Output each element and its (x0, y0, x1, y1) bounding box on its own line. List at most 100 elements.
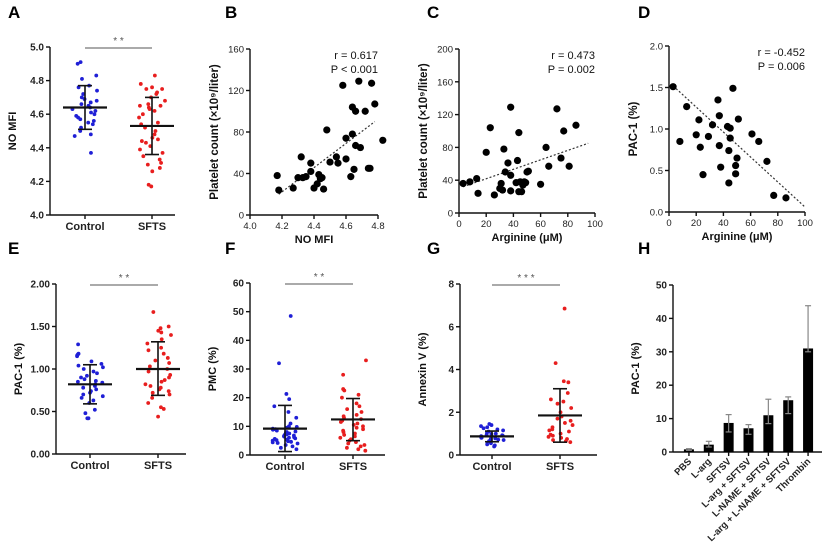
data-point (85, 373, 89, 378)
panel-label: A (8, 3, 20, 22)
data-point (99, 362, 104, 366)
data-point (151, 310, 156, 314)
data-point (88, 100, 93, 105)
y-tick-label: 8 (448, 280, 454, 291)
x-tick-label: 4.2 (275, 221, 288, 232)
data-point (563, 421, 567, 425)
significance-stars: * * * (517, 273, 534, 284)
data-point (489, 423, 494, 427)
y-tick-label: 0 (238, 451, 244, 462)
x-tick-label: 0 (666, 218, 671, 229)
data-point (163, 98, 167, 103)
data-point (482, 148, 490, 156)
data-point (81, 92, 86, 96)
data-point (342, 433, 347, 437)
data-point (293, 436, 298, 441)
data-point (782, 194, 790, 202)
data-point (568, 440, 573, 445)
data-point (138, 147, 142, 152)
y-tick-label: 1.50 (31, 322, 51, 333)
data-point (572, 121, 580, 129)
panel-label: B (225, 3, 237, 22)
data-point (289, 439, 293, 444)
y-tick-label: 160 (228, 45, 244, 56)
data-point (81, 367, 86, 371)
data-point (92, 112, 97, 117)
data-point (75, 354, 79, 359)
data-point (725, 179, 733, 187)
data-point (479, 424, 483, 429)
data-point (277, 361, 281, 366)
panel-g: G 0 2 4 6 8 Annexin V (%) Control SFTS * * * (417, 239, 597, 473)
panel-e: E 0.00 0.50 1.00 1.50 2.00 PAC-1 (%) Control SFT… (8, 239, 186, 472)
data-point (537, 180, 545, 188)
data-point (141, 154, 146, 159)
data-point (486, 124, 494, 132)
data-point (553, 105, 561, 113)
significance-stars: * * (113, 36, 124, 47)
category-label: Control (472, 461, 511, 473)
data-point (83, 411, 88, 416)
data-point (72, 134, 77, 138)
data-point (286, 439, 290, 444)
data-point (725, 146, 733, 155)
data-point (734, 115, 742, 123)
data-point (159, 405, 163, 410)
data-point (669, 83, 677, 91)
data-point (147, 107, 152, 112)
data-point (346, 441, 351, 446)
data-point (352, 107, 360, 115)
data-point (101, 365, 105, 370)
data-point (561, 399, 566, 404)
data-point (156, 120, 160, 125)
data-point (156, 328, 161, 333)
x-tick-label: 40 (508, 219, 519, 230)
data-point (717, 163, 725, 171)
data-point (357, 404, 362, 409)
category-label: Control (265, 461, 304, 473)
data-point (353, 431, 357, 436)
data-point (361, 427, 365, 432)
y-tick-label: 0 (661, 448, 667, 459)
y-tick-label: 4.2 (30, 177, 44, 188)
y-tick-label: 0.0 (650, 208, 663, 219)
panel-b: B 0 40 80 120 160 Platelet count (×10⁹/liter) 4… (209, 3, 387, 246)
data-point (561, 379, 566, 384)
data-point (340, 395, 344, 400)
data-point (93, 108, 98, 113)
panel-label: F (225, 239, 235, 258)
data-point (490, 191, 498, 199)
data-point (339, 81, 347, 89)
data-point (162, 378, 167, 382)
data-point (313, 180, 321, 188)
data-point (683, 102, 691, 111)
y-tick-label: 2.00 (31, 280, 51, 291)
x-tick-label: 80 (773, 218, 784, 229)
data-point (286, 410, 291, 414)
data-point (565, 391, 570, 395)
y-tick-label: 2.0 (650, 42, 663, 53)
data-point (361, 107, 369, 115)
data-point (549, 397, 553, 402)
data-point (334, 159, 342, 167)
x-tick-label: 20 (691, 218, 702, 229)
data-point (75, 61, 80, 66)
r-value: r = -0.452 (758, 47, 805, 59)
y-tick-label: 20 (233, 393, 245, 404)
data-point (93, 379, 98, 383)
data-point (158, 326, 163, 331)
data-point (294, 415, 299, 420)
data-point (167, 361, 172, 365)
data-point (356, 447, 361, 452)
category-label: SFTS (144, 460, 172, 472)
x-tick-label: 4.0 (243, 221, 256, 232)
data-point (302, 173, 310, 181)
data-point (368, 79, 376, 87)
data-point (76, 342, 80, 347)
y-tick-label: 60 (233, 279, 245, 290)
data-point (89, 359, 94, 364)
data-point (338, 435, 343, 440)
panel-label: C (427, 3, 439, 22)
x-axis-label: Arginine (μM) (492, 232, 563, 244)
